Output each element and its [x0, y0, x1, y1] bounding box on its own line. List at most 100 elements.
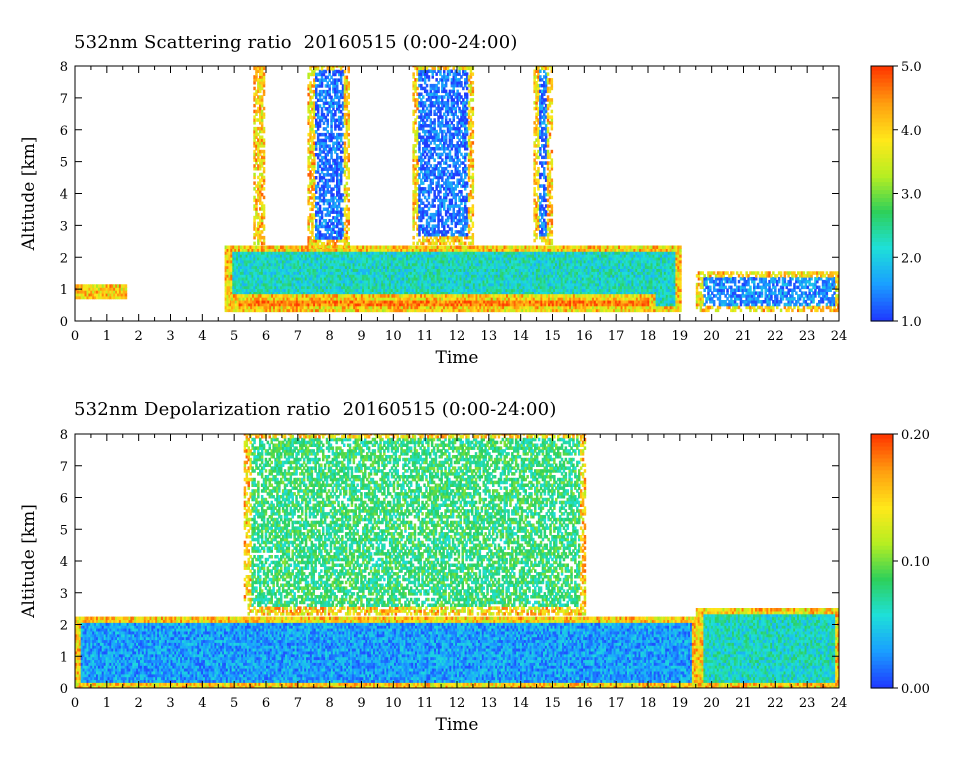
x-tick-label: 9: [357, 696, 365, 711]
data-layer: [75, 434, 839, 688]
x-tick-label: 9: [357, 329, 365, 344]
colorbar-swatch: [871, 101, 893, 107]
colorbar-swatch: [871, 97, 893, 103]
colorbar-swatch: [871, 293, 893, 298]
colorbar-swatch: [871, 604, 893, 610]
colorbar-swatch: [871, 85, 893, 91]
colorbar-swatch: [871, 608, 893, 614]
colorbar-swatch: [871, 81, 893, 87]
colorbar-swatch: [871, 541, 893, 546]
feature-aerosol-layer: [75, 284, 128, 300]
feature-high-cloud: [307, 66, 350, 249]
colorbar-swatch: [871, 584, 893, 590]
y-tick-label: 6: [60, 492, 68, 507]
colorbar-tick-label: 0.20: [901, 428, 930, 443]
colorbar-tick-label: 1.0: [901, 315, 922, 330]
colorbar-swatch: [871, 141, 893, 147]
y-tick-label: 5: [60, 523, 68, 538]
colorbar-swatch: [871, 533, 893, 538]
y-tick-label: 6: [60, 124, 68, 139]
colorbar-tick-label: 0.00: [901, 682, 930, 697]
x-axis-label: Time: [436, 348, 479, 368]
colorbar-swatch: [871, 660, 893, 665]
data-layer: [75, 66, 839, 313]
plot-2: 0 1 2 3 4 5 6 7 8 9 10 11 12 13 14 15 16 17 18 19 20 21 22 23 24…: [19, 428, 930, 735]
colorbar-swatch: [871, 656, 893, 661]
colorbar-swatch: [871, 77, 893, 83]
colorbar-swatch: [871, 632, 893, 638]
colorbar-swatch: [871, 441, 893, 447]
panel-1-title: 532nm Scattering ratio 20160515 (0:00-24…: [74, 32, 518, 53]
colorbar-swatch: [871, 521, 893, 526]
x-tick-label: 4: [198, 696, 206, 711]
feature-high-cloud: [412, 66, 475, 246]
x-tick-label: 22: [767, 329, 784, 344]
x-tick-label: 2: [135, 696, 143, 711]
y-tick-label: 2: [60, 251, 68, 266]
colorbar-swatch: [871, 285, 893, 290]
x-tick-label: 16: [576, 696, 593, 711]
colorbar-swatch: [871, 193, 893, 199]
colorbar-swatch: [871, 680, 893, 685]
colorbar-swatch: [871, 197, 893, 203]
colorbar-swatch: [871, 221, 893, 226]
colorbar-tick-label: 4.0: [901, 124, 922, 139]
x-tick-label: 23: [799, 329, 816, 344]
colorbar-swatch: [871, 109, 893, 115]
colorbar-swatch: [871, 640, 893, 645]
colorbar-swatch: [871, 517, 893, 522]
colorbar-swatch: [871, 493, 893, 499]
colorbar-swatch: [871, 261, 893, 266]
colorbar-tick-label: 0.10: [901, 555, 930, 570]
x-axis-label: Time: [436, 715, 479, 735]
x-tick-label: 5: [230, 329, 238, 344]
colorbar-swatch: [871, 93, 893, 99]
x-tick-label: 0: [71, 696, 79, 711]
x-tick-label: 10: [385, 329, 402, 344]
colorbar-swatch: [871, 561, 893, 566]
colorbar-swatch: [871, 277, 893, 282]
colorbar-swatch: [871, 273, 893, 278]
colorbar-swatch: [871, 89, 893, 95]
x-tick-label: 16: [576, 329, 593, 344]
colorbar-swatch: [871, 225, 893, 230]
x-tick-label: 2: [135, 329, 143, 344]
colorbar-swatch: [871, 505, 893, 511]
colorbar-swatch: [871, 509, 893, 514]
colorbar-swatch: [871, 137, 893, 143]
colorbar-swatch: [871, 489, 893, 495]
x-tick-label: 21: [735, 696, 752, 711]
colorbar-swatch: [871, 664, 893, 669]
x-tick-label: 15: [544, 696, 561, 711]
colorbar-swatch: [871, 149, 893, 155]
x-tick-label: 7: [294, 329, 302, 344]
x-tick-label: 18: [640, 329, 657, 344]
colorbar-swatch: [871, 672, 893, 677]
x-tick-label: 3: [166, 696, 174, 711]
x-tick-label: 11: [417, 329, 434, 344]
y-axis-label: Altitude [km]: [19, 137, 39, 252]
x-tick-label: 14: [512, 696, 529, 711]
colorbar-swatch: [871, 513, 893, 518]
y-tick-label: 4: [60, 555, 68, 570]
colorbar-swatch: [871, 445, 893, 451]
feature-low-layer: [75, 616, 699, 688]
x-tick-label: 1: [103, 329, 111, 344]
colorbar-swatch: [871, 317, 893, 322]
y-tick-label: 8: [60, 428, 68, 443]
x-tick-label: 8: [326, 329, 334, 344]
colorbar-swatch: [871, 636, 893, 641]
colorbar-swatch: [871, 620, 893, 626]
colorbar-swatch: [871, 105, 893, 111]
feature-high-cloud: [253, 66, 266, 246]
colorbar-swatch: [871, 209, 893, 215]
colorbar-swatch: [871, 213, 893, 218]
colorbar-swatch: [871, 564, 893, 570]
colorbar-swatch: [871, 129, 893, 135]
colorbar-swatch: [871, 181, 893, 187]
y-axis: 0 1 2 3 4 5 6 7 8: [60, 60, 839, 330]
colorbar-swatch: [871, 205, 893, 211]
colorbar-tick-label: 5.0: [901, 60, 922, 75]
feature-high-cloud: [533, 66, 554, 246]
colorbar-swatch: [871, 545, 893, 550]
